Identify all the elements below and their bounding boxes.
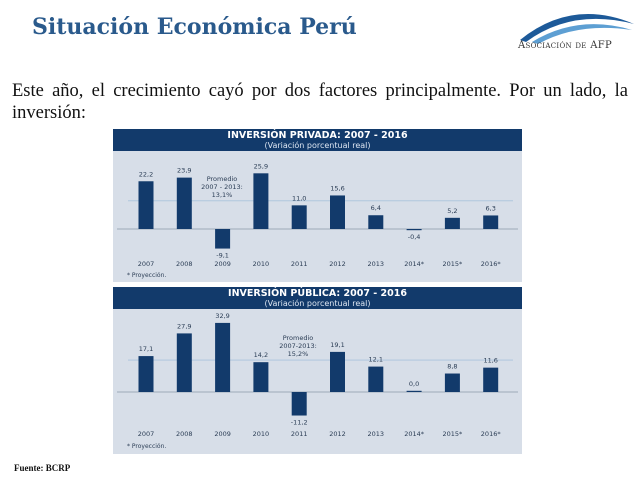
bar-2009 [215, 322, 231, 392]
x-tick-label: 2015* [443, 260, 464, 268]
slide-title: Situación Económica Perú [32, 14, 357, 40]
x-tick-label: 2011 [291, 260, 308, 268]
data-label: 12,1 [369, 356, 383, 364]
bar-2016* [483, 367, 499, 392]
average-label: 15,2% [288, 350, 309, 358]
chart-subtitle: (Variación porcentual real) [264, 141, 371, 150]
x-tick-label: 2014* [404, 430, 425, 438]
bar-2014* [406, 229, 422, 231]
chart-title: INVERSIÓN PÚBLICA: 2007 - 2016 [228, 288, 407, 299]
data-label: 22,2 [139, 170, 153, 178]
bar-2012 [330, 351, 345, 392]
chart-private-investment: INVERSIÓN PRIVADA: 2007 - 2016 (Variació… [113, 129, 522, 282]
bar-2010 [253, 362, 269, 392]
x-tick-label: 2007 [138, 260, 155, 268]
chart-public-investment: INVERSIÓN PÚBLICA: 2007 - 2016 (Variació… [113, 287, 522, 454]
x-tick-label: 2013 [368, 260, 385, 268]
data-label: 5,2 [447, 207, 457, 215]
bar-2008 [176, 333, 192, 392]
data-label: 6,4 [371, 204, 381, 212]
data-label: 23,9 [177, 167, 191, 175]
x-tick-label: 2007 [138, 430, 155, 438]
data-label: -11,2 [291, 419, 308, 427]
data-label: 17,1 [139, 345, 153, 353]
x-tick-label: 2016* [481, 260, 502, 268]
chart-header: INVERSIÓN PÚBLICA: 2007 - 2016 (Variació… [113, 287, 522, 309]
intro-text: Este año, el crecimiento cayó por dos fa… [12, 81, 628, 123]
average-label: 13,1% [212, 191, 233, 199]
data-label: 11,6 [483, 357, 497, 365]
average-label: Promedio [207, 175, 238, 183]
bar-2007 [138, 181, 154, 229]
x-tick-label: 2008 [176, 260, 193, 268]
x-tick-label: 2009 [214, 430, 231, 438]
data-label: 0,0 [409, 380, 419, 388]
average-label: Promedio [283, 334, 314, 342]
footnote: * Proyección. [127, 443, 166, 450]
bar-2011 [291, 392, 307, 416]
average-label: 2007 - 2013: [201, 183, 243, 191]
data-label: 8,8 [447, 363, 457, 371]
data-label: 19,1 [330, 341, 344, 349]
x-tick-label: 2009 [214, 260, 231, 268]
x-tick-label: 2010 [253, 430, 270, 438]
x-tick-label: 2015* [443, 430, 464, 438]
data-label: -9,1 [216, 252, 229, 260]
x-tick-label: 2010 [253, 260, 270, 268]
data-label: 14,2 [254, 351, 268, 359]
source-note: Fuente: BCRP [14, 463, 71, 473]
bar-2007 [138, 356, 154, 392]
data-label: 25,9 [254, 162, 268, 170]
x-tick-label: 2011 [291, 430, 308, 438]
data-label: 6,3 [486, 204, 496, 212]
chart-header: INVERSIÓN PRIVADA: 2007 - 2016 (Variació… [113, 129, 522, 151]
x-tick-label: 2014* [404, 260, 425, 268]
bar-2009 [215, 229, 231, 249]
average-label: 2007-2013: [279, 342, 317, 350]
x-tick-label: 2008 [176, 430, 193, 438]
bar-2015* [444, 217, 460, 229]
x-tick-label: 2016* [481, 430, 502, 438]
data-label: 32,9 [215, 312, 229, 320]
data-label: 11,0 [292, 194, 306, 202]
afp-logo [520, 14, 634, 44]
bar-2010 [253, 173, 269, 229]
data-label: -0,4 [408, 233, 421, 241]
bar-2013 [368, 366, 384, 392]
bar-2013 [368, 215, 384, 229]
footnote: * Proyección. [127, 272, 166, 279]
data-label: 15,6 [330, 184, 344, 192]
chart-subtitle: (Variación porcentual real) [264, 299, 371, 308]
bar-2016* [483, 215, 499, 229]
bar-2015* [444, 373, 460, 392]
x-tick-label: 2013 [368, 430, 385, 438]
logo-text: Asociación de AFP [518, 40, 612, 51]
x-tick-label: 2012 [329, 430, 346, 438]
x-tick-label: 2012 [329, 260, 346, 268]
data-label: 27,9 [177, 322, 191, 330]
bar-2008 [176, 177, 192, 229]
bar-2012 [330, 195, 345, 229]
bar-2011 [291, 205, 307, 229]
bar-2014* [406, 390, 422, 392]
chart-title: INVERSIÓN PRIVADA: 2007 - 2016 [227, 130, 408, 141]
